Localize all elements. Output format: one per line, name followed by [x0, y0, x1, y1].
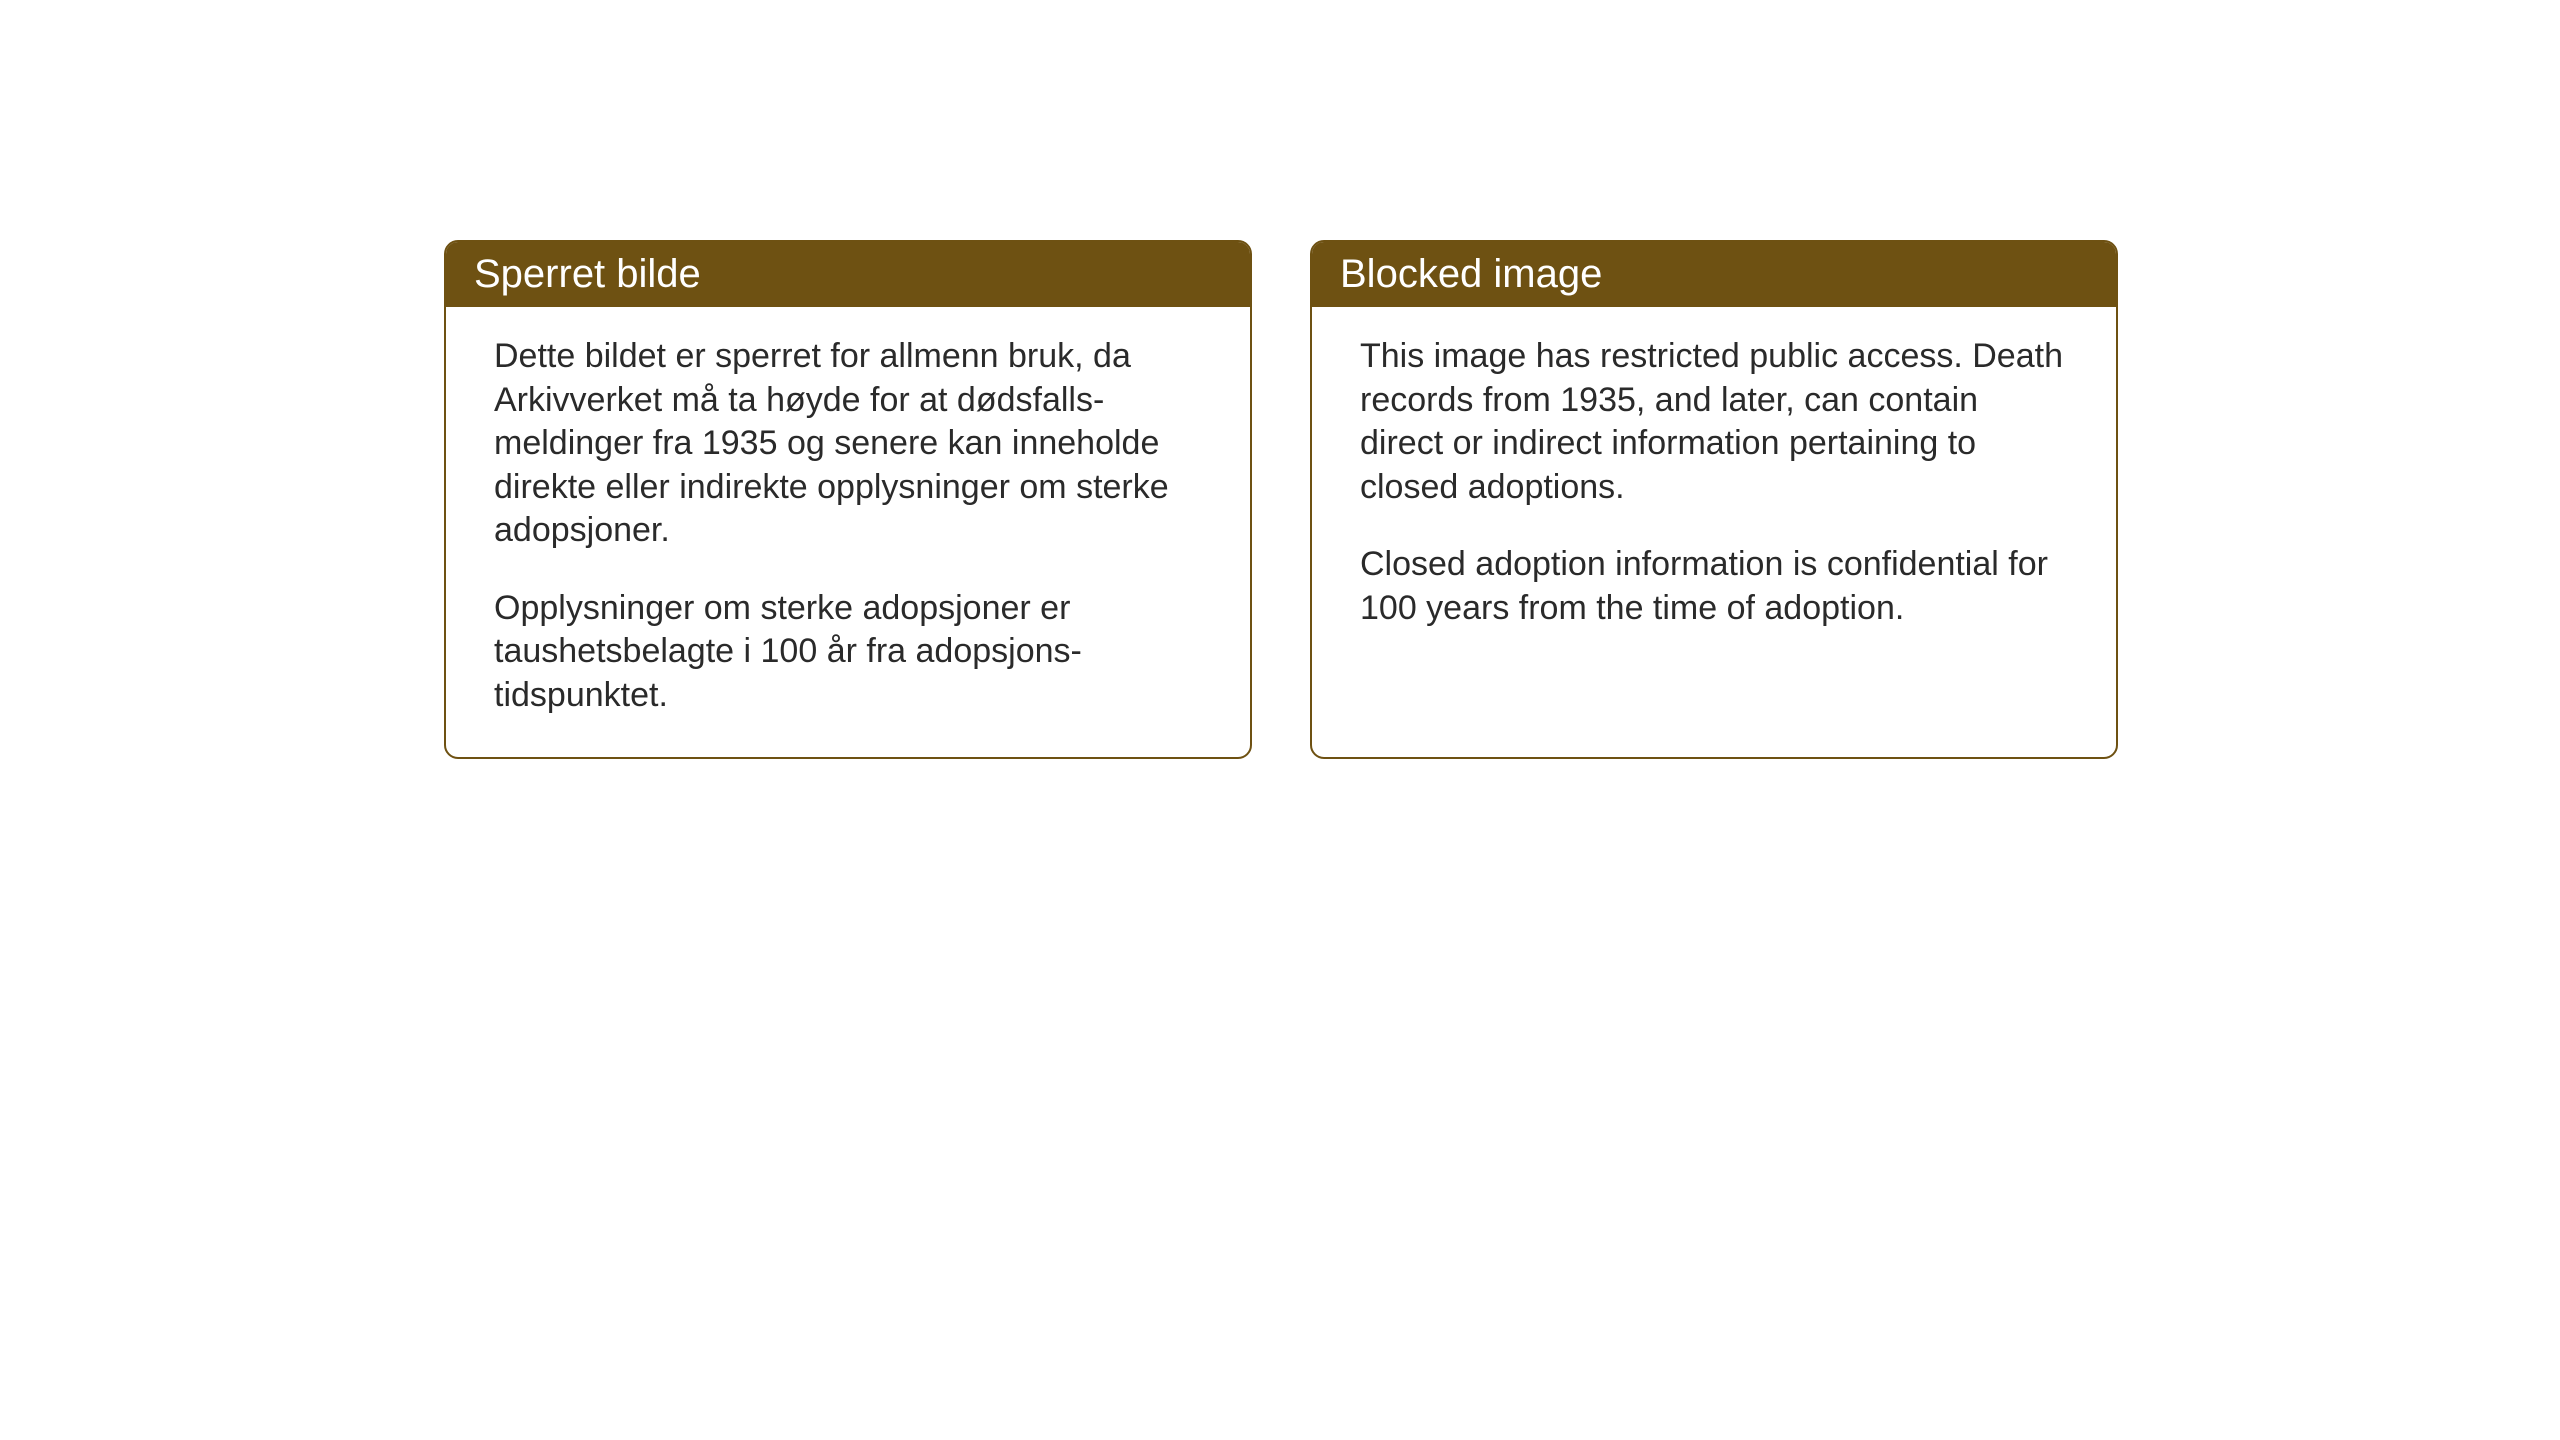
- norwegian-card-body: Dette bildet er sperret for allmenn bruk…: [446, 307, 1250, 757]
- norwegian-notice-card: Sperret bilde Dette bildet er sperret fo…: [444, 240, 1252, 759]
- english-card-title: Blocked image: [1312, 242, 2116, 307]
- english-paragraph-1: This image has restricted public access.…: [1360, 335, 2068, 509]
- norwegian-card-title: Sperret bilde: [446, 242, 1250, 307]
- english-card-body: This image has restricted public access.…: [1312, 307, 2116, 670]
- norwegian-paragraph-2: Opplysninger om sterke adopsjoner er tau…: [494, 587, 1202, 718]
- english-paragraph-2: Closed adoption information is confident…: [1360, 543, 2068, 630]
- english-notice-card: Blocked image This image has restricted …: [1310, 240, 2118, 759]
- notice-cards-container: Sperret bilde Dette bildet er sperret fo…: [444, 240, 2118, 759]
- norwegian-paragraph-1: Dette bildet er sperret for allmenn bruk…: [494, 335, 1202, 553]
